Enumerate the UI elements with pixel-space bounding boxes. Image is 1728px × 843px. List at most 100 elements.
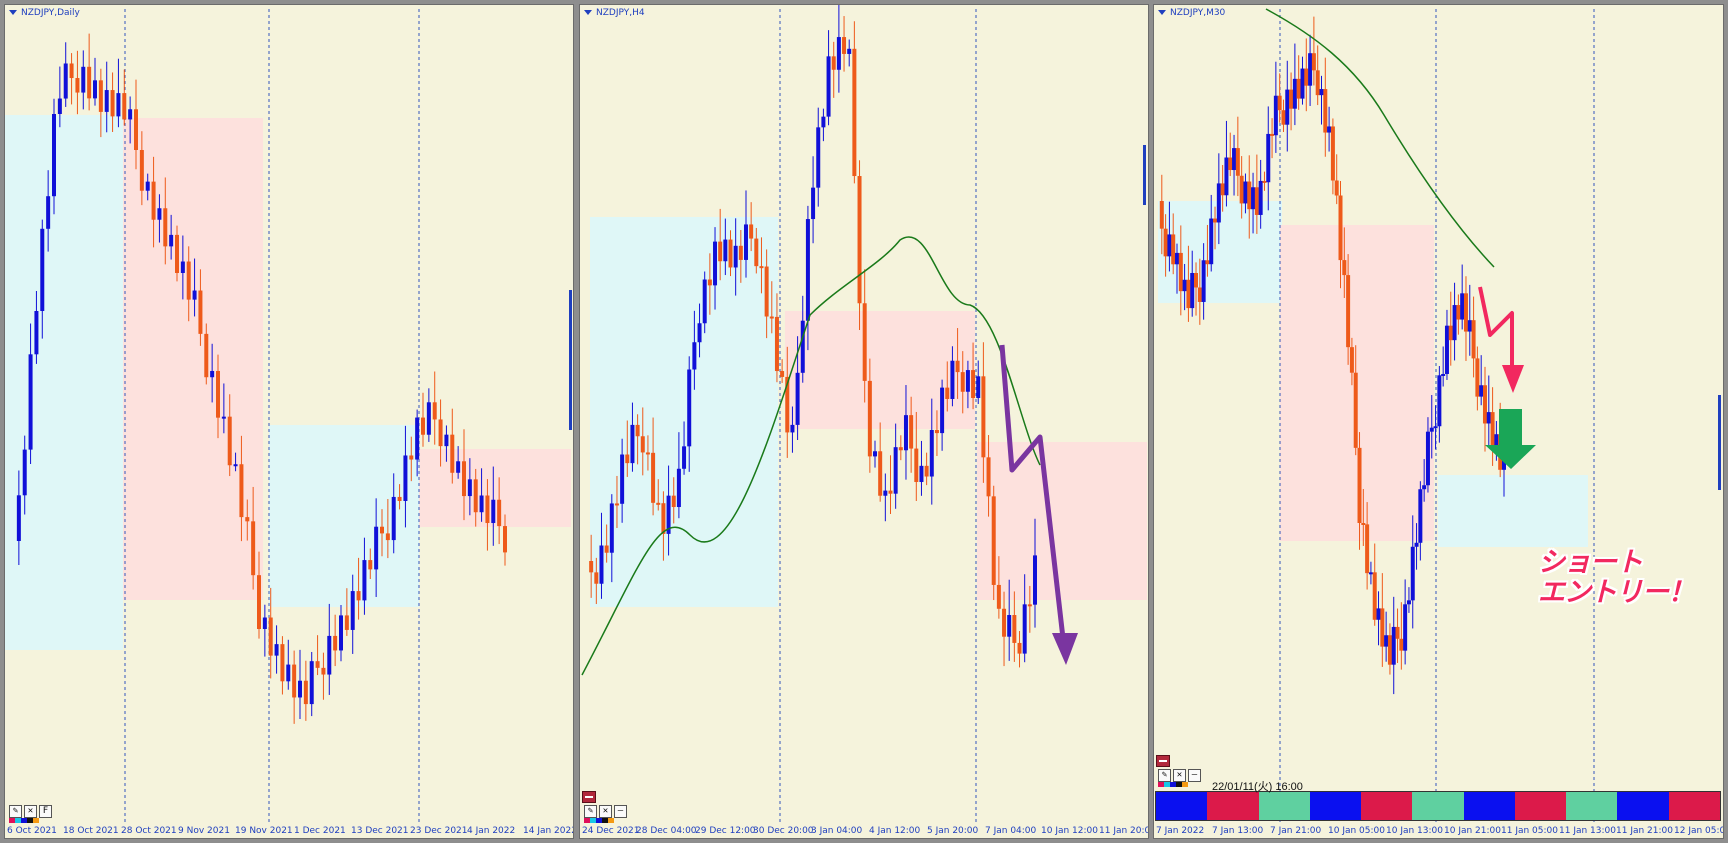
x-tick-label: 9 Nov 2021 — [178, 826, 230, 836]
swatch[interactable] — [1158, 782, 1164, 787]
candle-body — [210, 370, 215, 378]
candle-body — [976, 376, 981, 398]
candle-body — [1380, 608, 1385, 647]
candle-body — [93, 80, 97, 99]
candle-body — [40, 228, 45, 311]
candle-body — [1327, 126, 1332, 133]
candle-body — [749, 224, 754, 239]
candle-body — [857, 176, 862, 304]
h4-time-axis: 24 Dec 2021 28 Dec 04:00 29 Dec 12:00 30… — [580, 822, 1148, 838]
candle-body — [718, 241, 723, 262]
daily-time-axis: 6 Oct 2021 18 Oct 2021 28 Oct 2021 9 Nov… — [5, 822, 573, 838]
candle-body — [327, 635, 332, 675]
candle-body — [738, 245, 743, 260]
candle-body — [1406, 600, 1411, 605]
candle-body — [1209, 218, 1214, 265]
swatch[interactable] — [27, 818, 33, 823]
minus-icon[interactable]: – — [614, 805, 627, 818]
pencil-icon[interactable]: ✎ — [9, 805, 22, 818]
candle-body — [1433, 426, 1438, 429]
minus-icon[interactable]: – — [1188, 769, 1201, 782]
candle-body — [816, 127, 821, 188]
candle-body — [98, 80, 103, 112]
swatch[interactable] — [15, 818, 21, 823]
candle-body — [403, 455, 408, 501]
swatch[interactable] — [584, 818, 590, 823]
candle-body — [491, 499, 496, 524]
candle-body — [257, 575, 261, 629]
candle-body — [151, 181, 156, 220]
candle-body — [1422, 485, 1427, 490]
swatch[interactable] — [21, 818, 27, 823]
chevron-down-icon[interactable] — [1158, 10, 1166, 15]
candle-body — [198, 290, 203, 334]
pencil-icon[interactable]: ✎ — [1158, 769, 1171, 782]
scroll-marker[interactable] — [1718, 395, 1721, 490]
candle-body — [1224, 157, 1229, 196]
candle-body — [847, 48, 852, 54]
pencil-icon[interactable]: ✎ — [584, 805, 597, 818]
candle-body — [955, 360, 960, 373]
close-icon[interactable]: ✕ — [24, 805, 37, 818]
swatch[interactable] — [596, 818, 602, 823]
swatch[interactable] — [1164, 782, 1170, 787]
scroll-marker[interactable] — [1143, 145, 1146, 205]
candle-body — [769, 316, 774, 319]
session-segment — [1668, 792, 1720, 820]
m30-candlestick-chart[interactable] — [1154, 5, 1724, 839]
h4-candlestick-chart[interactable] — [580, 5, 1149, 839]
candle-body — [1197, 287, 1202, 302]
x-tick-label: 7 Jan 21:00 — [1270, 826, 1322, 836]
chevron-down-icon[interactable] — [9, 10, 17, 15]
h4-chart-title: NZDJPY,H4 — [584, 8, 645, 18]
arrow-down-icon — [1502, 365, 1524, 393]
minimize-icon[interactable] — [1156, 755, 1170, 767]
swatch[interactable] — [590, 818, 596, 823]
daily-chart-title: NZDJPY,Daily — [9, 8, 80, 18]
chevron-down-icon[interactable] — [584, 10, 592, 15]
chart-panel-m30[interactable]: NZDJPY,M30 7 Jan 2022 7 Jan 13:00 7 Jan … — [1153, 4, 1724, 839]
daily-candlestick-chart[interactable] — [5, 5, 574, 839]
candle-body — [1289, 89, 1294, 109]
close-icon[interactable]: ✕ — [599, 805, 612, 818]
chart-panel-h4[interactable]: NZDJPY,H4 24 Dec 2021 28 Dec 04:00 29 De… — [579, 4, 1149, 839]
swatch[interactable] — [33, 818, 39, 823]
swatch[interactable] — [608, 818, 614, 823]
close-icon[interactable]: ✕ — [1173, 769, 1186, 782]
font-icon[interactable]: F — [39, 805, 52, 818]
candle-body — [397, 496, 402, 501]
candle-body — [1201, 260, 1206, 302]
swatch[interactable] — [9, 818, 15, 823]
candle-body — [609, 503, 614, 553]
minimize-icon[interactable] — [582, 791, 596, 803]
swatch[interactable] — [1182, 782, 1188, 787]
candle-body — [251, 521, 256, 576]
chart-panel-daily[interactable]: NZDJPY,Daily 6 Oct 2021 18 Oct 2021 28 O… — [4, 4, 574, 839]
candle-body — [898, 447, 903, 451]
swatch[interactable] — [1170, 782, 1176, 787]
candle-body — [1395, 626, 1400, 639]
candle-body — [883, 490, 888, 496]
candle-body — [128, 109, 133, 120]
x-tick-label: 29 Dec 12:00 — [695, 826, 756, 836]
candle-body — [1479, 385, 1484, 397]
zone-box — [1438, 475, 1588, 547]
candle-body — [380, 526, 384, 534]
candle-body — [1311, 53, 1316, 71]
candle-body — [950, 360, 955, 399]
candle-body — [1342, 260, 1347, 276]
x-tick-label: 7 Jan 13:00 — [1212, 826, 1264, 836]
candle-body — [614, 503, 619, 506]
candle-body — [1330, 126, 1335, 181]
candle-body — [1239, 175, 1244, 204]
swatch[interactable] — [602, 818, 608, 823]
candle-body — [1353, 372, 1358, 448]
candle-body — [852, 48, 857, 177]
candle-body — [774, 316, 779, 372]
candle-body — [1391, 626, 1396, 665]
scroll-marker[interactable] — [569, 290, 572, 430]
candle-body — [1228, 157, 1233, 171]
candle-body — [1258, 180, 1263, 215]
candle-body — [661, 503, 666, 534]
swatch[interactable] — [1176, 782, 1182, 787]
